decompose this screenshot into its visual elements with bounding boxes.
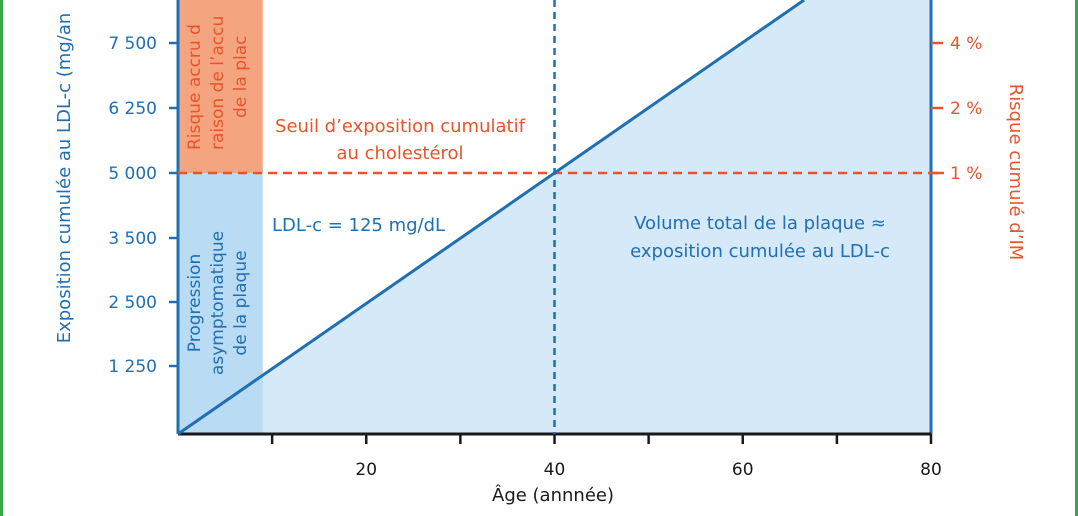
plaque-label-line2: exposition cumulée au LDL-c xyxy=(630,241,890,262)
y-left-tick-label: 3 500 xyxy=(108,229,157,249)
band-asymptomatic-progression xyxy=(178,173,263,434)
y-right-tick-label: 1 % xyxy=(950,164,982,184)
y-left-tick-label: 5 000 xyxy=(108,164,157,184)
y-left-ticks: 1 250 2 500 3 500 5 000 6 250 7 500 xyxy=(108,34,178,377)
plaque-label-line1: Volume total de la plaque ≈ xyxy=(634,213,886,234)
y-right-tick-label: 2 % xyxy=(950,99,982,119)
band-lower-label-line2: asymptomatique xyxy=(208,231,228,375)
threshold-label-line2: au cholestérol xyxy=(336,143,463,164)
y-left-tick-label: 7 500 xyxy=(108,34,157,54)
band-increased-risk xyxy=(178,0,263,173)
band-upper-label-line1: Risque accru d xyxy=(185,24,205,150)
x-tick-label: 40 xyxy=(544,460,566,480)
series-line-ldl xyxy=(177,0,805,436)
y-left-tick-label: 1 250 xyxy=(108,357,157,377)
x-tick-label: 20 xyxy=(355,460,377,480)
y-left-tick-label: 2 500 xyxy=(108,293,157,313)
y-left-tick-label: 6 250 xyxy=(108,99,157,119)
series-label: LDL-c = 125 mg/dL xyxy=(272,215,445,236)
y-right-tick-label: 4 % xyxy=(950,34,982,54)
y-right-axis-title: Risque cumulé d’IM xyxy=(1005,84,1026,261)
y-left-axis-title: Exposition cumulée au LDL-c (mg/an xyxy=(54,13,75,344)
band-upper-label-line3: de la plac xyxy=(231,36,251,118)
x-tick-label: 80 xyxy=(920,460,942,480)
threshold-label-line1: Seuil d’exposition cumulatif xyxy=(275,116,526,137)
band-lower-label-line1: Progression xyxy=(185,254,205,352)
x-ticks: 20 40 60 80 xyxy=(270,434,942,480)
y-right-ticks: 1 % 2 % 4 % xyxy=(931,34,982,184)
band-upper-label-line2: raison de l’accu xyxy=(208,16,228,150)
band-lower-label-line3: de la plaque xyxy=(231,250,251,355)
x-axis-title: Âge (annnée) xyxy=(492,484,614,506)
x-tick-label: 60 xyxy=(732,460,754,480)
